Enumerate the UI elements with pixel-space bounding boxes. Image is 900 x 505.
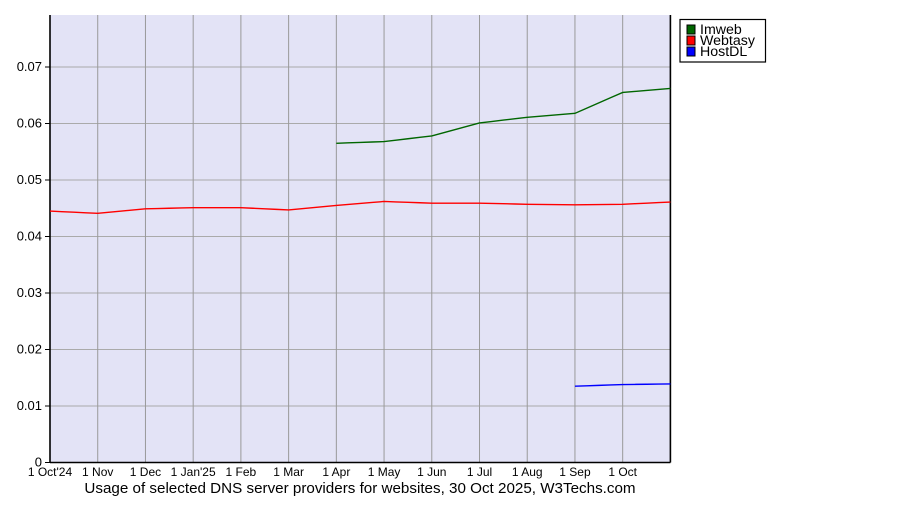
svg-text:1 Oct: 1 Oct (608, 465, 637, 479)
svg-text:1 Dec: 1 Dec (130, 465, 161, 479)
svg-text:1 Jan'25: 1 Jan'25 (171, 465, 216, 479)
svg-text:1 May: 1 May (368, 465, 401, 479)
svg-text:1 Jul: 1 Jul (467, 465, 492, 479)
svg-text:1 Apr: 1 Apr (322, 465, 350, 479)
svg-text:0.04: 0.04 (17, 229, 42, 244)
svg-text:1 Jun: 1 Jun (417, 465, 446, 479)
svg-text:0.01: 0.01 (17, 398, 42, 413)
svg-text:1 Feb: 1 Feb (226, 465, 257, 479)
svg-text:1 Sep: 1 Sep (559, 465, 591, 479)
svg-text:0.06: 0.06 (17, 116, 42, 131)
svg-text:HostDL: HostDL (700, 44, 747, 60)
svg-text:1 Mar: 1 Mar (273, 465, 304, 479)
svg-text:0.05: 0.05 (17, 172, 42, 187)
svg-text:0.03: 0.03 (17, 285, 42, 300)
svg-text:0.07: 0.07 (17, 59, 42, 74)
svg-text:Usage of selected DNS server p: Usage of selected DNS server providers f… (84, 480, 635, 497)
svg-text:1 Nov: 1 Nov (82, 465, 113, 479)
svg-text:1 Oct'24: 1 Oct'24 (28, 465, 73, 479)
svg-text:0.02: 0.02 (17, 342, 42, 357)
svg-text:1 Aug: 1 Aug (512, 465, 543, 479)
